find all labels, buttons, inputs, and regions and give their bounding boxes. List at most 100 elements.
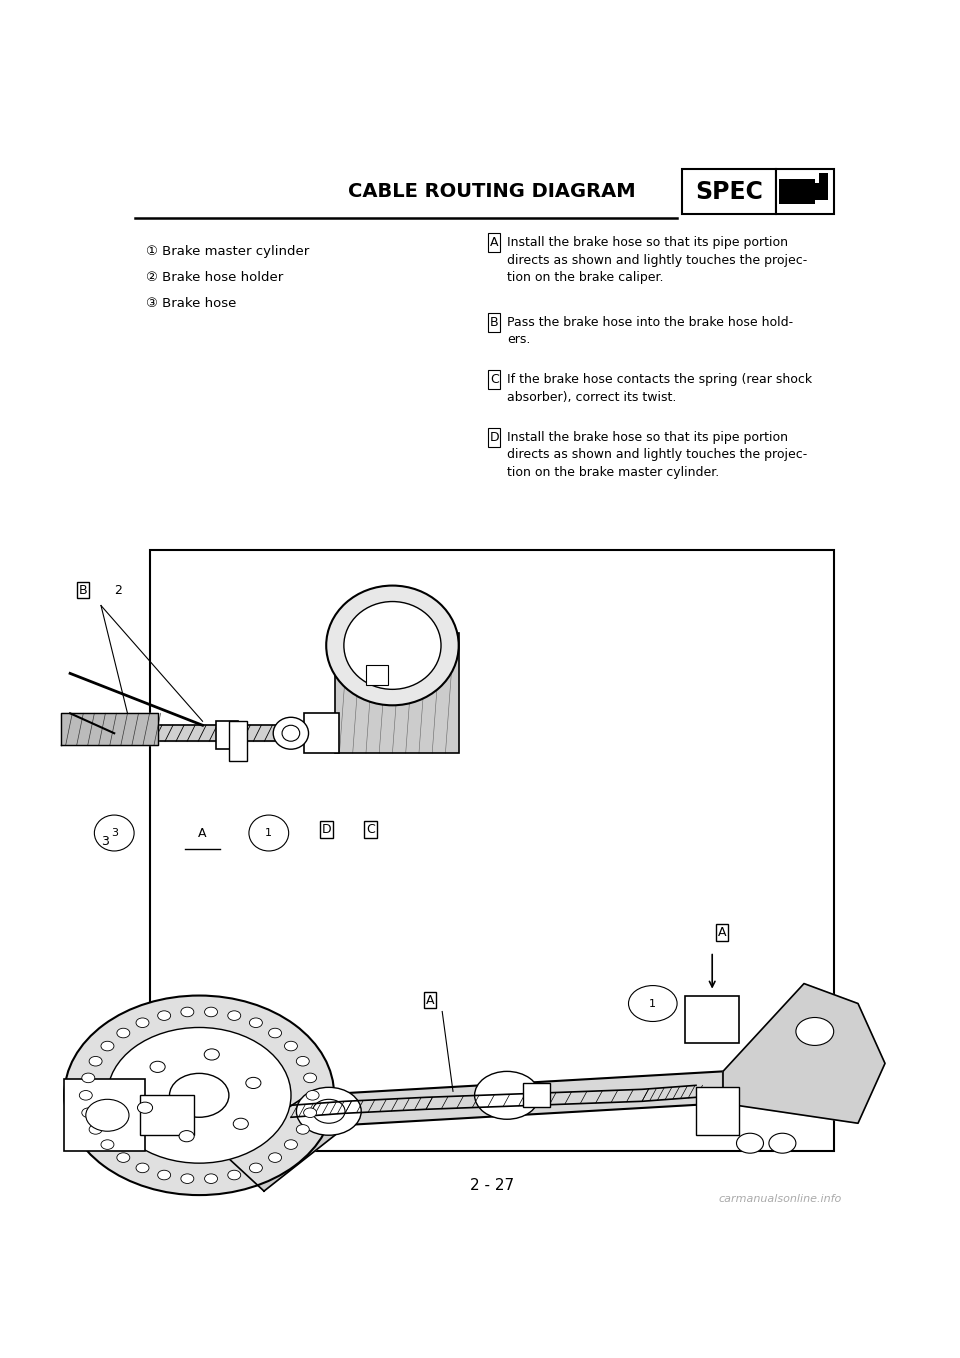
Circle shape bbox=[233, 1118, 249, 1130]
Text: Pass the brake hose into the brake hose hold-
ers.: Pass the brake hose into the brake hose … bbox=[507, 315, 793, 346]
Circle shape bbox=[117, 1153, 130, 1162]
Circle shape bbox=[326, 585, 459, 705]
Circle shape bbox=[306, 1090, 319, 1100]
Bar bbox=[780, 179, 815, 204]
Circle shape bbox=[85, 1100, 129, 1131]
Bar bbox=[523, 1084, 550, 1107]
Circle shape bbox=[136, 1018, 149, 1028]
Text: A: A bbox=[199, 827, 206, 839]
Text: C: C bbox=[366, 823, 374, 837]
Text: 1: 1 bbox=[649, 998, 657, 1009]
Circle shape bbox=[204, 1008, 218, 1017]
Circle shape bbox=[101, 1042, 114, 1051]
Text: A: A bbox=[490, 236, 498, 250]
Bar bbox=[777, 170, 834, 215]
Circle shape bbox=[297, 1088, 361, 1135]
Circle shape bbox=[180, 1131, 194, 1142]
Circle shape bbox=[269, 1153, 281, 1162]
Text: 2: 2 bbox=[114, 584, 122, 596]
Circle shape bbox=[796, 1017, 833, 1046]
Circle shape bbox=[157, 1171, 171, 1180]
Text: CABLE ROUTING DIAGRAM: CABLE ROUTING DIAGRAM bbox=[348, 182, 636, 201]
Bar bbox=[140, 1096, 194, 1135]
Circle shape bbox=[303, 1073, 317, 1082]
Text: D: D bbox=[490, 430, 499, 444]
Circle shape bbox=[736, 1133, 763, 1153]
Circle shape bbox=[313, 1100, 345, 1123]
Text: 1: 1 bbox=[265, 828, 273, 838]
Text: B: B bbox=[79, 584, 87, 596]
Text: SPEC: SPEC bbox=[695, 179, 763, 204]
Text: ③ Brake hose: ③ Brake hose bbox=[146, 297, 236, 310]
Text: C: C bbox=[490, 373, 498, 386]
Text: A: A bbox=[426, 994, 435, 1006]
Bar bbox=[815, 183, 828, 200]
Circle shape bbox=[204, 1173, 218, 1183]
Text: ■➤: ■➤ bbox=[792, 185, 819, 200]
Circle shape bbox=[344, 602, 441, 690]
Bar bbox=[489, 234, 500, 253]
Bar bbox=[682, 170, 777, 215]
Polygon shape bbox=[61, 713, 158, 746]
Circle shape bbox=[137, 1103, 153, 1114]
Text: Install the brake hose so that its pipe portion
directs as shown and lightly tou: Install the brake hose so that its pipe … bbox=[507, 430, 807, 478]
Bar bbox=[696, 1088, 739, 1135]
Circle shape bbox=[82, 1108, 95, 1118]
Circle shape bbox=[250, 1162, 262, 1173]
Text: A: A bbox=[718, 926, 726, 938]
Circle shape bbox=[246, 1077, 261, 1089]
Bar bbox=[216, 721, 238, 750]
Circle shape bbox=[89, 1124, 102, 1134]
Text: ① Brake master cylinder: ① Brake master cylinder bbox=[146, 244, 309, 258]
Circle shape bbox=[274, 717, 308, 750]
Bar bbox=[489, 312, 500, 331]
Circle shape bbox=[629, 986, 677, 1021]
Circle shape bbox=[284, 1139, 298, 1149]
Circle shape bbox=[80, 1090, 92, 1100]
Bar bbox=[150, 550, 834, 1152]
Polygon shape bbox=[221, 1096, 345, 1191]
Circle shape bbox=[89, 1057, 102, 1066]
Circle shape bbox=[228, 1171, 241, 1180]
Polygon shape bbox=[307, 1071, 723, 1127]
Text: 3: 3 bbox=[101, 835, 108, 847]
Text: 3: 3 bbox=[110, 828, 118, 838]
Bar bbox=[823, 172, 828, 183]
Circle shape bbox=[94, 815, 134, 851]
Text: 2 - 27: 2 - 27 bbox=[470, 1179, 514, 1194]
Circle shape bbox=[82, 1073, 95, 1082]
Bar bbox=[366, 665, 388, 686]
Circle shape bbox=[228, 1010, 241, 1020]
Text: B: B bbox=[490, 315, 498, 329]
Circle shape bbox=[282, 725, 300, 741]
Circle shape bbox=[180, 1008, 194, 1017]
Bar bbox=[489, 371, 500, 390]
Text: Install the brake hose so that its pipe portion
directs as shown and lightly tou: Install the brake hose so that its pipe … bbox=[507, 236, 807, 284]
Circle shape bbox=[108, 1028, 291, 1164]
Circle shape bbox=[249, 815, 289, 851]
Bar bbox=[229, 721, 247, 762]
Text: carmanualsonline.info: carmanualsonline.info bbox=[718, 1195, 842, 1205]
Circle shape bbox=[297, 1057, 309, 1066]
Bar bbox=[489, 428, 500, 447]
Circle shape bbox=[769, 1133, 796, 1153]
Circle shape bbox=[101, 1139, 114, 1149]
Circle shape bbox=[303, 1108, 317, 1118]
Circle shape bbox=[136, 1162, 149, 1173]
Circle shape bbox=[150, 1061, 165, 1073]
Text: If the brake hose contacts the spring (rear shock
absorber), correct its twist.: If the brake hose contacts the spring (r… bbox=[507, 373, 812, 403]
Bar bbox=[64, 1080, 145, 1152]
Text: D: D bbox=[322, 823, 331, 837]
Circle shape bbox=[297, 1124, 309, 1134]
Circle shape bbox=[250, 1018, 262, 1028]
Bar bbox=[819, 172, 823, 183]
Circle shape bbox=[284, 1042, 298, 1051]
Circle shape bbox=[269, 1028, 281, 1038]
Circle shape bbox=[157, 1010, 171, 1020]
Circle shape bbox=[117, 1028, 130, 1038]
Bar bbox=[304, 713, 340, 754]
Text: ② Brake hose holder: ② Brake hose holder bbox=[146, 270, 283, 284]
Bar bbox=[685, 995, 739, 1043]
Circle shape bbox=[204, 1048, 219, 1061]
Polygon shape bbox=[723, 983, 885, 1123]
